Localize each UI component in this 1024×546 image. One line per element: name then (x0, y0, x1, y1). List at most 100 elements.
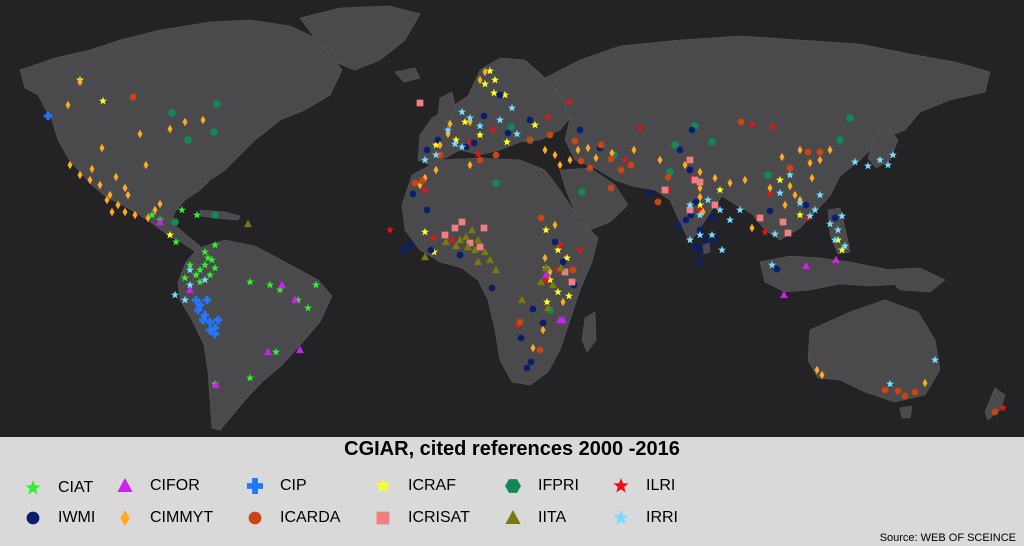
marker-icarda (894, 387, 902, 395)
marker-irri (786, 170, 794, 179)
marker-irri (864, 161, 872, 170)
marker-icarda (607, 184, 615, 192)
marker-iita (421, 252, 429, 261)
legend-label-icrisat: ICRISAT (408, 509, 470, 526)
marker-irri (816, 190, 824, 199)
marker-icrisat (568, 278, 576, 286)
marker-cimmyt (540, 325, 546, 335)
marker-ciat (208, 255, 216, 264)
marker-cimmyt (552, 220, 558, 230)
marker-cimmyt (167, 124, 173, 134)
marker-iwmi (645, 189, 653, 197)
marker-icraf (543, 297, 551, 306)
marker-cifor (156, 217, 164, 226)
marker-cip (193, 305, 203, 315)
marker-ciat (178, 205, 186, 214)
legend-item-iwmi: IWMI (22, 506, 95, 530)
marker-icraf (554, 287, 562, 296)
marker-iwmi (470, 139, 478, 147)
marker-iwmi (423, 146, 431, 154)
marker-cimmyt (631, 145, 637, 155)
marker-cimmyt (547, 267, 553, 277)
marker-irri (186, 280, 194, 289)
marker-cimmyt (107, 190, 113, 200)
marker-iwmi (456, 251, 464, 259)
marker-cifor (278, 280, 286, 289)
marker-ilri (448, 235, 456, 244)
marker-icraf (565, 291, 573, 300)
legend-symbol-iwmi (26, 511, 40, 525)
legend-marker-cimmyt (120, 510, 130, 526)
marker-ilri (565, 97, 573, 106)
map-canvas (19, 5, 1007, 431)
marker-irri (181, 295, 189, 304)
legend-label-cifor: CIFOR (150, 477, 200, 494)
marker-icraf (531, 120, 539, 129)
marker-iwmi (686, 166, 694, 174)
marker-icraf (166, 230, 174, 239)
marker-icarda (627, 161, 635, 169)
legend-item-cip: CIP (244, 474, 307, 498)
marker-cimmyt (727, 178, 733, 188)
marker-icraf (490, 88, 498, 97)
marker-ciat (246, 373, 254, 382)
marker-cip (195, 300, 205, 310)
marker-cifor (832, 255, 840, 264)
marker-cimmyt (787, 181, 793, 191)
legend-marker-cifor (117, 478, 133, 492)
marker-icrisat (784, 229, 792, 237)
legend-symbol-cimmyt (120, 510, 130, 526)
marker-iwmi (696, 226, 704, 234)
marker-irri (726, 215, 734, 224)
marker-irri (718, 245, 726, 254)
marker-iita (452, 241, 460, 250)
marker-icrisat (416, 99, 424, 107)
marker-irri (458, 142, 466, 151)
legend-marker-ifpri (505, 479, 521, 493)
japan-landmass (867, 127, 899, 169)
marker-ifpri (212, 100, 222, 108)
marker-irri (889, 150, 897, 159)
marker-irri (686, 200, 694, 209)
marker-iwmi (504, 129, 512, 137)
marker-icraf (461, 117, 469, 126)
marker-ilri (421, 185, 429, 194)
marker-iita (474, 235, 482, 244)
marker-irri (841, 241, 849, 250)
marker-ciat (276, 285, 284, 294)
australia-landmass (807, 299, 941, 403)
marker-icarda (526, 136, 534, 144)
legend-marker-ciat (25, 480, 41, 495)
legend-label-iwmi: IWMI (58, 509, 96, 526)
marker-ilri (999, 403, 1007, 412)
legend-label-cimmyt: CIMMYT (150, 509, 214, 526)
legend-label-icarda: ICARDA (280, 509, 341, 526)
marker-icarda (476, 156, 484, 164)
marker-iwmi (802, 201, 810, 209)
marker-icraf (491, 75, 499, 84)
marker-cimmyt (200, 115, 206, 125)
marker-icraf (421, 227, 429, 236)
marker-icarda (436, 151, 444, 159)
marker-icraf (563, 253, 571, 262)
legend-marker-iwmi (26, 511, 40, 525)
marker-ciat (312, 280, 320, 289)
marker-irri (708, 230, 716, 239)
marker-irri (171, 290, 179, 299)
marker-cimmyt (697, 167, 703, 177)
marker-irri (838, 211, 846, 220)
marker-cimmyt (657, 155, 663, 165)
marker-irri (776, 188, 784, 197)
marker-ilri (576, 245, 584, 254)
legend-symbol-icarda (248, 511, 262, 525)
legend-label-icraf: ICRAF (408, 477, 456, 494)
marker-iita (474, 257, 482, 266)
marker-ifpri (210, 211, 220, 219)
marker-cimmyt (767, 183, 773, 193)
marker-icraf (834, 235, 842, 244)
marker-iita (549, 280, 557, 289)
marker-iwmi (496, 91, 504, 99)
sri-lanka-landmass (702, 242, 711, 255)
marker-iita (244, 219, 252, 228)
marker-ilri (386, 225, 394, 234)
